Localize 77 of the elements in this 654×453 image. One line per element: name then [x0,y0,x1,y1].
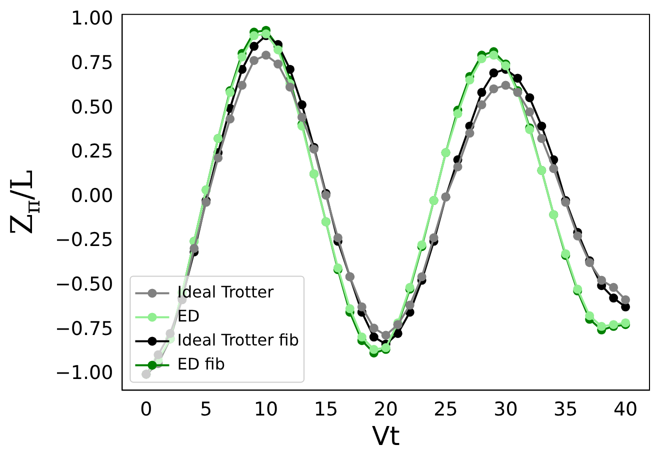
point [405,300,414,310]
x-tick-label: 0 [140,398,152,421]
legend-label: ED [177,306,200,326]
point [345,304,354,314]
y-tick-label: −0.25 [54,229,114,252]
point [297,112,306,122]
point [513,74,522,83]
y-tick-label: 1.00 [70,8,114,30]
point [489,84,498,94]
point [597,322,606,331]
point [297,100,306,110]
point [226,114,235,124]
point [369,324,378,333]
point [489,68,498,78]
point [525,107,534,116]
y-tick-label: −1.00 [54,362,114,384]
point [477,100,486,110]
point [357,332,366,342]
point [238,52,247,62]
point [357,302,366,312]
point [274,45,283,54]
point [597,276,606,285]
point [585,311,594,320]
y-tick-label: 0.75 [70,52,114,74]
point [453,162,462,172]
point [525,93,534,102]
point [250,56,259,65]
point [573,231,582,240]
y-tick-label: 0.25 [70,140,114,163]
point [238,80,247,90]
point [250,31,259,40]
point [549,164,558,174]
point [537,134,546,143]
point [501,80,510,90]
point [274,60,283,69]
point [393,328,402,338]
y-tick-label: −0.50 [54,274,114,296]
point [166,328,175,338]
x-tick-label: 15 [314,398,338,421]
x-tick-label: 40 [613,398,638,421]
point [285,64,294,74]
x-axis-title: Vt [372,422,400,452]
legend-label: Ideal Trotter fib [177,330,300,350]
y-tick-label: 0.50 [70,96,114,118]
point [465,128,474,138]
point [609,282,618,292]
x-tick-label: 5 [200,398,212,421]
point [250,42,259,51]
point [537,122,546,131]
point [609,294,618,303]
x-tick-label: 20 [374,398,398,421]
legend-label: Ideal Trotter [177,282,274,302]
point [417,272,426,282]
point [369,332,378,342]
legend-label: ED fib [177,354,225,374]
x-tick-label: 30 [494,398,518,421]
point [285,82,294,92]
point [369,344,378,354]
point [333,233,342,242]
point [262,50,271,60]
point [477,88,486,97]
x-tick-label: 35 [554,398,578,421]
point [489,50,498,60]
point [465,75,474,84]
y-tick-label: −0.75 [54,318,114,340]
point [429,233,438,242]
x-tick-label: 10 [254,398,278,421]
point [154,350,163,360]
point [621,295,630,304]
y-axis-title: Zπ/L [5,170,44,235]
point [214,153,223,162]
point [190,244,199,253]
point [453,109,462,118]
point [477,54,486,64]
y-tick-label: 0.00 [70,184,114,207]
point [381,330,390,340]
x-tick-label: 25 [434,398,458,421]
